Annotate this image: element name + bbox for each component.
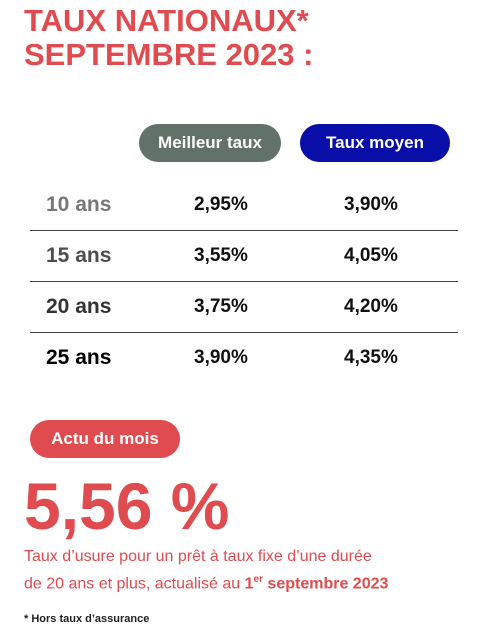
description-month: septembre 2023 [267, 575, 389, 593]
best-rate-value: 3,75% [194, 296, 248, 317]
average-rate-value: 4,35% [344, 347, 398, 368]
usury-rate-description: Taux d’usure pour un prêt à taux fixe d’… [24, 545, 494, 595]
page-title: TAUX NATIONAUX* SEPTEMBRE 2023 : [24, 4, 313, 72]
average-rate-value: 4,05% [344, 245, 398, 266]
description-day-suffix: er [253, 574, 263, 585]
best-rate-value: 3,90% [194, 347, 248, 368]
average-rate-value: 3,90% [344, 194, 398, 215]
title-line-1: TAUX NATIONAUX* [24, 3, 309, 38]
best-rate-value: 2,95% [194, 194, 248, 215]
description-line-2: de 20 ans et plus, actualisé au [24, 575, 241, 593]
news-badge: Actu du mois [30, 420, 180, 458]
footnote: * Hors taux d’assurance [24, 613, 150, 625]
usury-rate-value: 5,56 % [24, 469, 230, 543]
table-row: 10 ans 2,95% 3,90% [30, 180, 458, 231]
rates-table: 10 ans 2,95% 3,90% 15 ans 3,55% 4,05% 20… [30, 180, 458, 383]
description-day: 1 [244, 575, 254, 593]
average-rate-header: Taux moyen [300, 124, 450, 162]
description-line-1: Taux d’usure pour un prêt à taux fixe d’… [24, 548, 372, 565]
table-row: 25 ans 3,90% 4,35% [30, 333, 458, 383]
best-rate-value: 3,55% [194, 245, 248, 266]
duration-label: 10 ans [46, 193, 112, 216]
best-rate-header: Meilleur taux [139, 124, 281, 162]
duration-label: 15 ans [46, 244, 112, 267]
table-row: 15 ans 3,55% 4,05% [30, 231, 458, 282]
duration-label: 25 ans [46, 346, 112, 369]
table-row: 20 ans 3,75% 4,20% [30, 282, 458, 333]
duration-label: 20 ans [46, 295, 112, 318]
average-rate-value: 4,20% [344, 296, 398, 317]
title-line-2: SEPTEMBRE 2023 : [24, 37, 314, 72]
